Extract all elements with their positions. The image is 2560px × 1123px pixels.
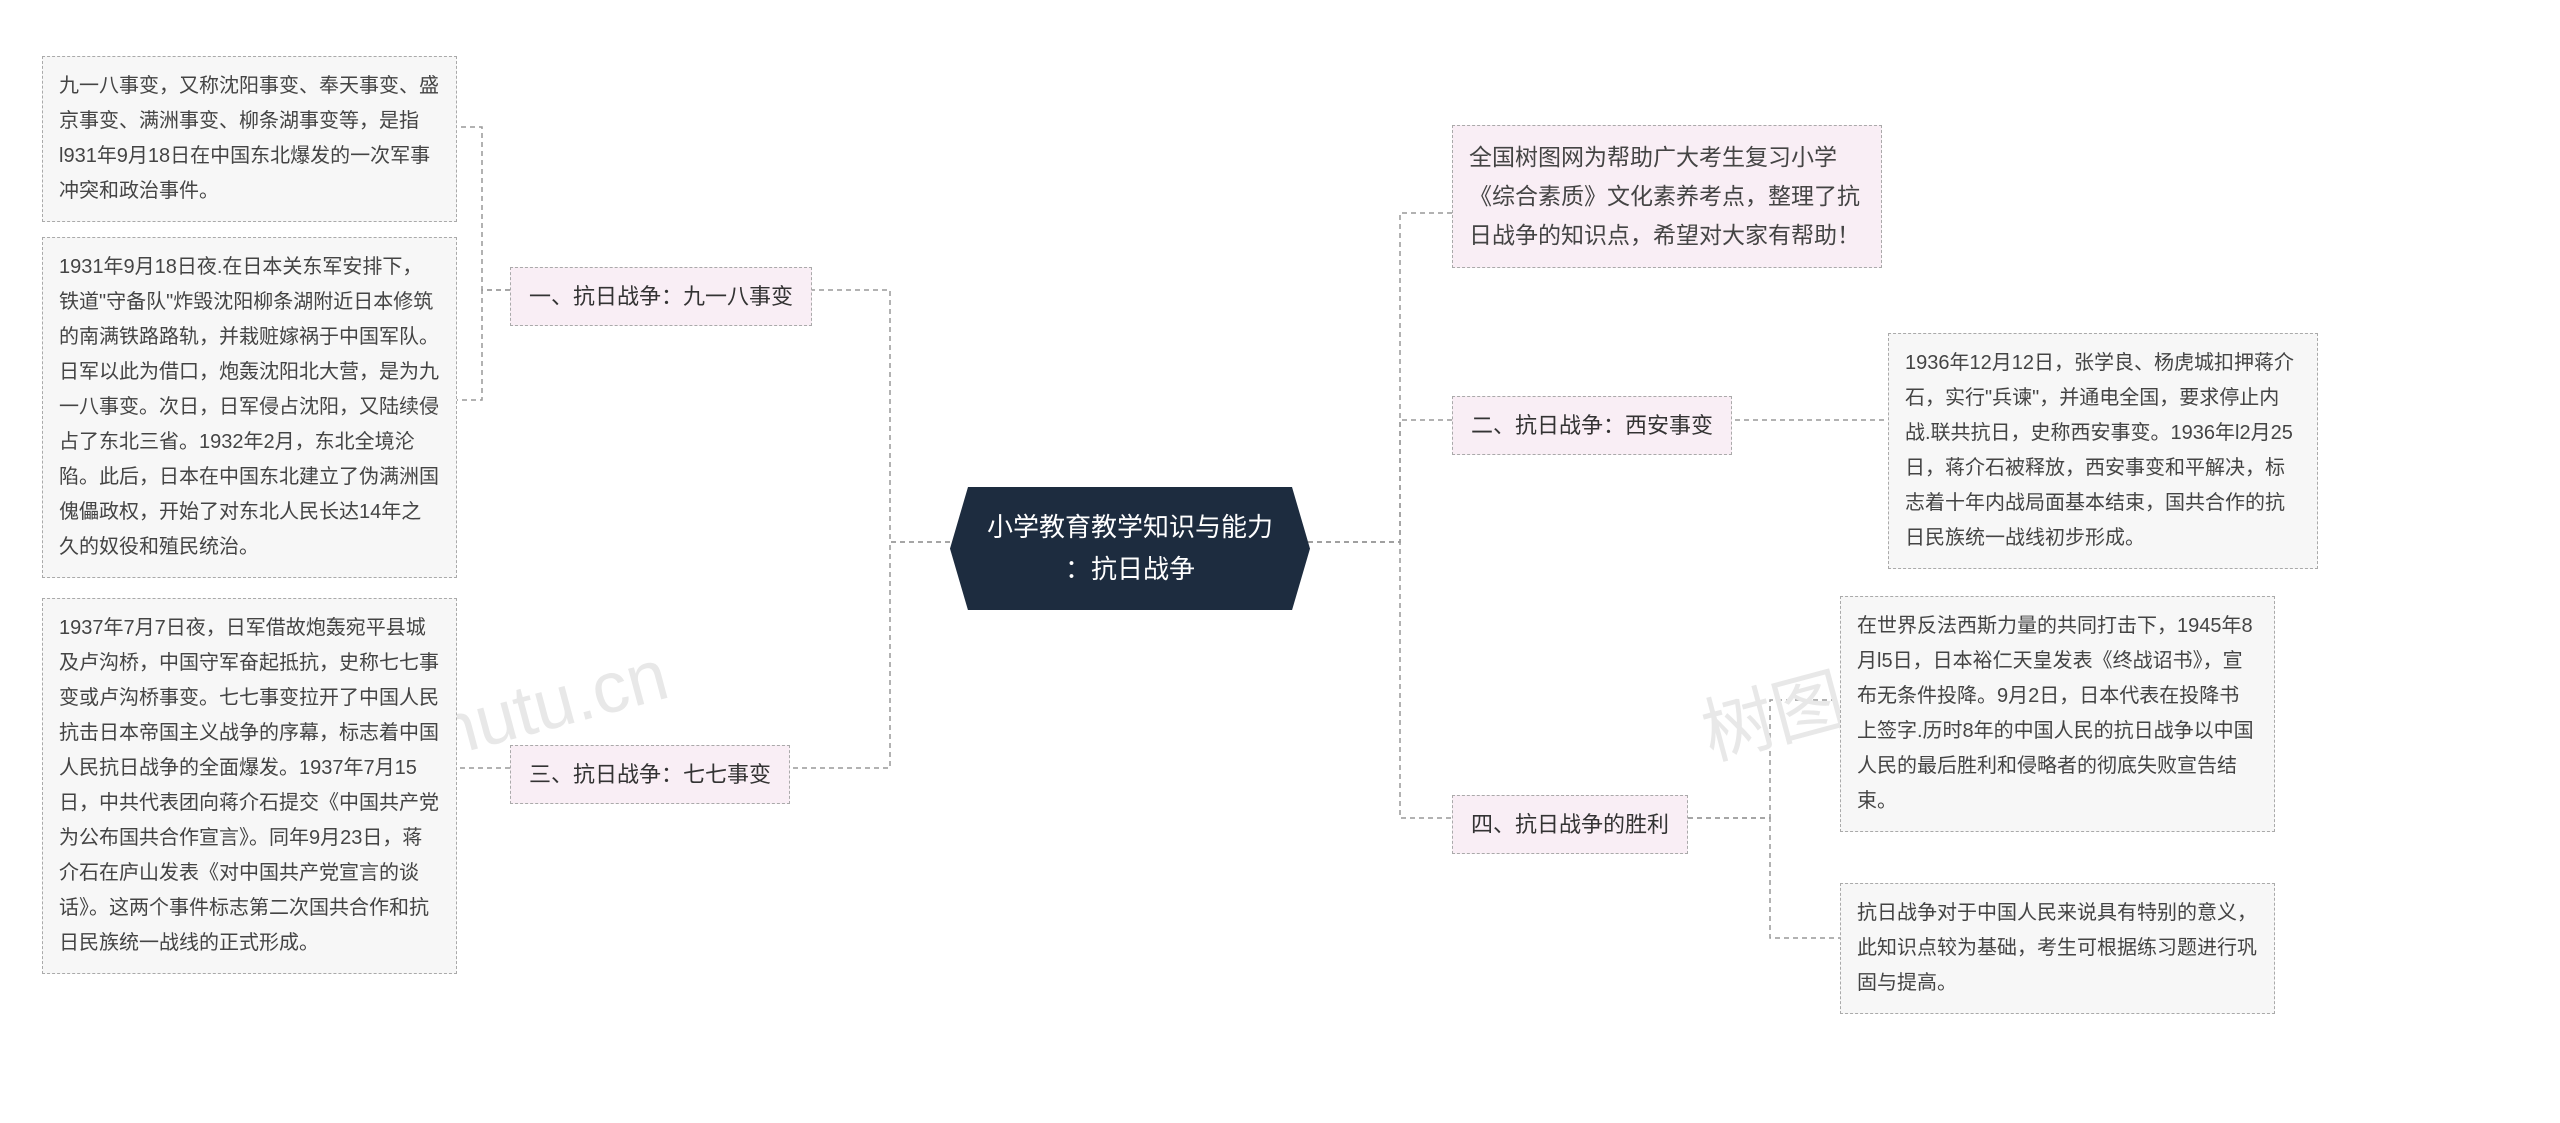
intro-leaf: 全国树图网为帮助广大考生复习小学《综合素质》文化素养考点，整理了抗日战争的知识点… — [1452, 125, 1882, 268]
branch-victory: 四、抗日战争的胜利 — [1452, 795, 1688, 854]
leaf-xian-1: 1936年12月12日，张学良、杨虎城扣押蒋介石，实行"兵谏"，并通电全国，要求… — [1888, 333, 2318, 569]
leaf-918-2: 1931年9月18日夜.在日本关东军安排下，铁道"守备队"炸毁沈阳柳条湖附近日本… — [42, 237, 457, 578]
mindmap-container: 树图 shutu.cn 树图 shutu.cn 小学教育教学知识与能力 ：抗日战… — [0, 0, 2560, 1123]
branch-77: 三、抗日战争：七七事变 — [510, 745, 790, 804]
leaf-77-1: 1937年7月7日夜，日军借故炮轰宛平县城及卢沟桥，中国守军奋起抵抗，史称七七事… — [42, 598, 457, 974]
central-text-line2: ：抗日战争 — [1065, 554, 1195, 584]
branch-918: 一、抗日战争：九一八事变 — [510, 267, 812, 326]
leaf-victory-2: 抗日战争对于中国人民来说具有特别的意义，此知识点较为基础，考生可根据练习题进行巩… — [1840, 883, 2275, 1014]
central-text-line1: 小学教育教学知识与能力 — [987, 512, 1273, 542]
leaf-918-1: 九一八事变，又称沈阳事变、奉天事变、盛京事变、满洲事变、柳条湖事变等，是指l93… — [42, 56, 457, 222]
leaf-victory-1: 在世界反法西斯力量的共同打击下，1945年8月l5日，日本裕仁天皇发表《终战诏书… — [1840, 596, 2275, 832]
branch-xian: 二、抗日战争：西安事变 — [1452, 396, 1732, 455]
central-node: 小学教育教学知识与能力 ：抗日战争 — [950, 487, 1310, 610]
